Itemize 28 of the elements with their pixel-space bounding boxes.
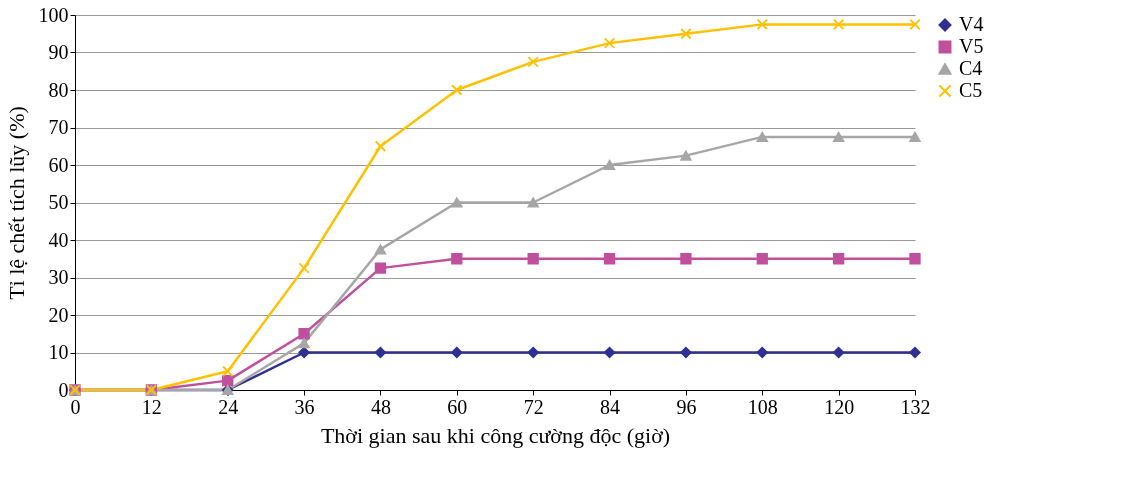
legend-label: C4 <box>959 57 983 79</box>
y-tick-label: 70 <box>48 116 69 138</box>
y-axis-title: Tỉ lệ chết tích lũy (%) <box>3 106 29 300</box>
x-tick-label: 60 <box>447 395 468 418</box>
y-tick-label: 90 <box>48 41 69 63</box>
legend-label: V5 <box>959 35 984 57</box>
y-tick-label: 0 <box>58 378 69 401</box>
y-tick-label: 40 <box>48 228 69 251</box>
y-tick-label: 60 <box>48 153 69 176</box>
x-tick-label: 96 <box>676 395 697 418</box>
x-tick-label: 120 <box>824 395 855 418</box>
x-axis-title: Thời gian sau khi công cường độc (giờ) <box>320 422 671 448</box>
x-tick-label: 36 <box>294 395 315 418</box>
x-tick-label: 84 <box>600 395 621 418</box>
y-tick-label: 10 <box>48 341 69 363</box>
x-tick-label: 24 <box>218 395 239 418</box>
y-tick-label: 80 <box>48 78 69 101</box>
x-tick-label: 108 <box>747 395 778 418</box>
legend-label: C5 <box>959 79 983 101</box>
y-tick-label: 100 <box>38 3 69 26</box>
y-tick-label: 20 <box>48 303 69 326</box>
x-tick-label: 12 <box>141 395 162 418</box>
x-tick-label: 132 <box>900 395 931 418</box>
x-tick-label: 48 <box>370 395 391 418</box>
legend-label: V4 <box>959 13 984 35</box>
y-tick-label: 50 <box>48 191 69 213</box>
y-tick-label: 30 <box>48 266 69 288</box>
x-tick-label: 72 <box>523 395 544 418</box>
